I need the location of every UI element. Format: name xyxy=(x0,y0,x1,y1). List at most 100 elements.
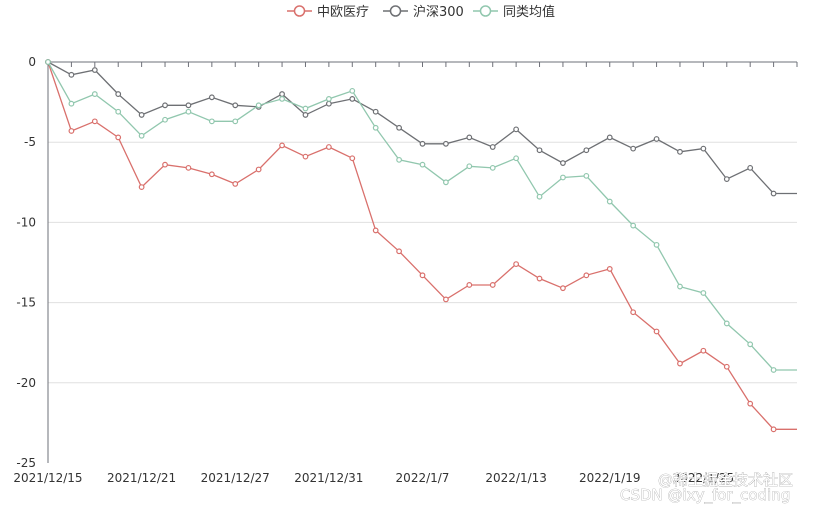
data-point xyxy=(489,282,496,288)
data-point xyxy=(162,161,168,168)
data-point xyxy=(560,285,566,292)
data-point xyxy=(302,112,309,118)
data-point xyxy=(68,100,75,107)
series-lines xyxy=(45,59,797,433)
legend[interactable]: 中欧医疗 沪深300 同类均值 xyxy=(287,4,555,20)
data-point xyxy=(372,227,379,234)
y-tick-label: -20 xyxy=(16,376,36,390)
data-point xyxy=(630,222,637,229)
data-point xyxy=(372,124,379,131)
data-point xyxy=(630,309,637,316)
data-point xyxy=(255,166,262,173)
data-point xyxy=(419,161,426,168)
data-point xyxy=(138,184,145,191)
series-line xyxy=(47,61,797,195)
x-tick-label: 2021/12/27 xyxy=(201,471,270,485)
x-tick-label: 2021/12/21 xyxy=(107,471,176,485)
series-line xyxy=(47,61,797,430)
y-tick-label: 0 xyxy=(28,55,36,69)
data-point xyxy=(349,87,356,94)
legend-marker xyxy=(389,5,402,17)
legend-item[interactable]: 同类均值 xyxy=(473,4,555,20)
data-point xyxy=(513,261,520,268)
data-point xyxy=(115,134,122,141)
data-point xyxy=(606,134,613,141)
data-point xyxy=(302,153,309,160)
data-point xyxy=(723,320,730,327)
data-point xyxy=(677,360,683,367)
data-point xyxy=(653,241,660,248)
data-point xyxy=(560,174,566,181)
series-0 xyxy=(45,59,797,433)
data-point xyxy=(723,176,730,182)
watermark-line2: CSDN @ixy_for_coding xyxy=(620,486,790,505)
data-point xyxy=(325,100,332,107)
legend-item[interactable]: 沪深300 xyxy=(383,4,464,20)
data-point xyxy=(419,140,426,147)
legend-item[interactable]: 中欧医疗 xyxy=(287,5,369,20)
data-point xyxy=(349,95,356,102)
data-point xyxy=(606,266,613,272)
watermark: @稀土掘金技术社区 CSDN @ixy_for_coding xyxy=(620,471,794,506)
data-point xyxy=(279,95,285,102)
y-tick-label: -10 xyxy=(16,215,36,229)
data-point xyxy=(630,145,637,152)
legend-label: 同类均值 xyxy=(503,4,555,20)
data-point xyxy=(162,116,168,123)
data-point xyxy=(443,296,449,303)
data-point xyxy=(185,164,192,171)
x-tick-label: 2021/12/15 xyxy=(13,471,82,485)
legend-marker xyxy=(293,5,306,17)
data-point xyxy=(770,426,777,433)
data-point xyxy=(723,363,730,370)
data-point xyxy=(208,118,215,125)
data-point xyxy=(115,91,122,97)
data-point xyxy=(747,400,754,407)
data-point xyxy=(68,71,75,78)
data-point xyxy=(583,172,590,179)
legend-marker xyxy=(479,5,492,17)
y-tick-label: -5 xyxy=(24,135,36,149)
data-point xyxy=(91,67,98,73)
data-point xyxy=(700,290,707,296)
data-point xyxy=(325,95,332,102)
data-point xyxy=(396,124,402,131)
data-point xyxy=(677,148,683,155)
data-point xyxy=(770,367,777,373)
data-point xyxy=(138,132,145,139)
data-point xyxy=(349,155,356,162)
data-point xyxy=(513,155,520,162)
y-tick-label: -15 xyxy=(16,296,36,310)
data-point xyxy=(255,102,262,109)
x-tick-label: 2022/1/25 xyxy=(673,471,735,485)
series-1 xyxy=(45,59,797,197)
data-point xyxy=(513,126,520,133)
data-point xyxy=(162,102,168,109)
data-point xyxy=(68,128,75,134)
data-point xyxy=(700,145,707,152)
x-tick-label: 2022/1/7 xyxy=(396,471,450,485)
data-point xyxy=(91,91,98,97)
data-point xyxy=(279,142,285,149)
data-point xyxy=(443,179,449,186)
data-point xyxy=(185,108,192,115)
data-point xyxy=(419,272,426,279)
data-point xyxy=(302,105,309,112)
data-point xyxy=(208,171,215,178)
data-point xyxy=(325,144,332,150)
data-point xyxy=(536,147,543,154)
data-point xyxy=(536,193,543,200)
data-point xyxy=(677,283,683,290)
data-point xyxy=(536,275,543,282)
data-point xyxy=(372,108,379,115)
data-point xyxy=(653,328,660,335)
x-tick-label: 2022/1/13 xyxy=(485,471,547,485)
data-point xyxy=(396,248,402,255)
data-point xyxy=(208,94,215,101)
watermark-line1: @稀土掘金技术社区 xyxy=(658,471,793,489)
grid-lines xyxy=(48,141,797,384)
data-point xyxy=(115,108,122,115)
legend-label: 中欧医疗 xyxy=(317,5,369,20)
data-point xyxy=(443,140,449,147)
